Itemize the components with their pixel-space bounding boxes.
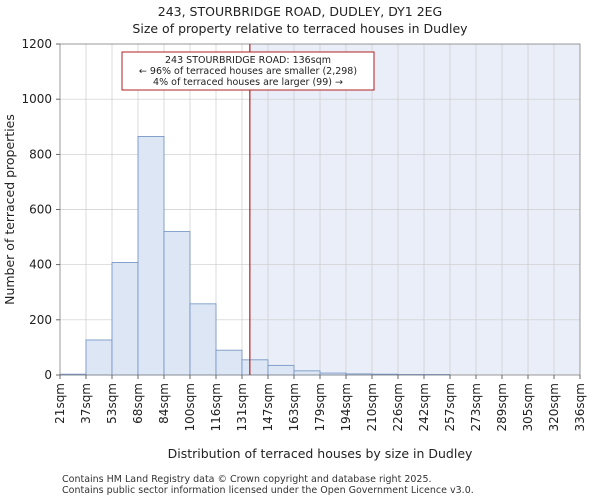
- x-tick-label: 336sqm: [573, 383, 587, 431]
- x-tick-label: 163sqm: [287, 383, 301, 431]
- y-tick-label: 400: [29, 258, 52, 272]
- x-tick-label: 273sqm: [469, 383, 483, 431]
- bar: [111, 262, 139, 376]
- y-axis-label: Number of terraced properties: [2, 114, 17, 305]
- annotation-line-3: 4% of terraced houses are larger (99) →: [153, 77, 343, 88]
- annotation-line-1: 243 STOURBRIDGE ROAD: 136sqm: [165, 55, 331, 66]
- x-tick-label: 226sqm: [391, 383, 405, 431]
- footer-line-2: Contains public sector information licen…: [62, 485, 474, 496]
- x-tick-label: 21sqm: [53, 383, 67, 424]
- x-tick-label: 37sqm: [79, 383, 93, 424]
- y-tick-label: 1000: [21, 92, 52, 106]
- x-tick-label: 131sqm: [235, 383, 249, 431]
- chart-title: 243, STOURBRIDGE ROAD, DUDLEY, DY1 2EG: [157, 4, 443, 19]
- bar: [267, 364, 295, 376]
- chart-svg: 0 200 400 600 800 1000 1200 21sqm 37sqm 53sqm 68sq…: [2, 37, 587, 461]
- bar: [85, 339, 113, 376]
- x-axis-label: Distribution of terraced houses by size …: [168, 446, 473, 461]
- y-tick-label: 0: [44, 368, 52, 382]
- y-tick-label: 200: [29, 313, 52, 327]
- y-tick-label: 600: [29, 203, 52, 217]
- annotation-line-2: ← 96% of terraced houses are smaller (2,…: [139, 66, 357, 77]
- footer-line-1: Contains HM Land Registry data © Crown c…: [62, 474, 432, 485]
- x-tick-label: 100sqm: [183, 383, 197, 431]
- bar: [189, 303, 217, 376]
- bar: [163, 231, 191, 376]
- bar: [215, 349, 243, 376]
- bar: [241, 359, 269, 376]
- bar: [137, 136, 165, 376]
- x-tick-label: 53sqm: [105, 383, 119, 424]
- x-tick-label: 257sqm: [443, 383, 457, 431]
- y-tick-label: 1200: [21, 37, 52, 51]
- x-tick-label: 320sqm: [547, 383, 561, 431]
- chart-subtitle: Size of property relative to terraced ho…: [132, 21, 468, 36]
- x-tick-label: 68sqm: [131, 383, 145, 424]
- x-tick-label: 179sqm: [313, 383, 327, 431]
- x-tick-label: 84sqm: [157, 383, 171, 424]
- x-tick-label: 194sqm: [339, 383, 353, 431]
- y-tick-label: 800: [29, 147, 52, 161]
- bar: [293, 370, 321, 376]
- x-tick-label: 116sqm: [209, 383, 223, 431]
- x-tick-label: 210sqm: [365, 383, 379, 431]
- x-tick-label: 305sqm: [521, 383, 535, 431]
- annotation-box: [121, 51, 375, 91]
- x-tick-label: 147sqm: [261, 383, 275, 431]
- x-tick-label: 289sqm: [495, 383, 509, 431]
- x-tick-label: 242sqm: [417, 383, 431, 431]
